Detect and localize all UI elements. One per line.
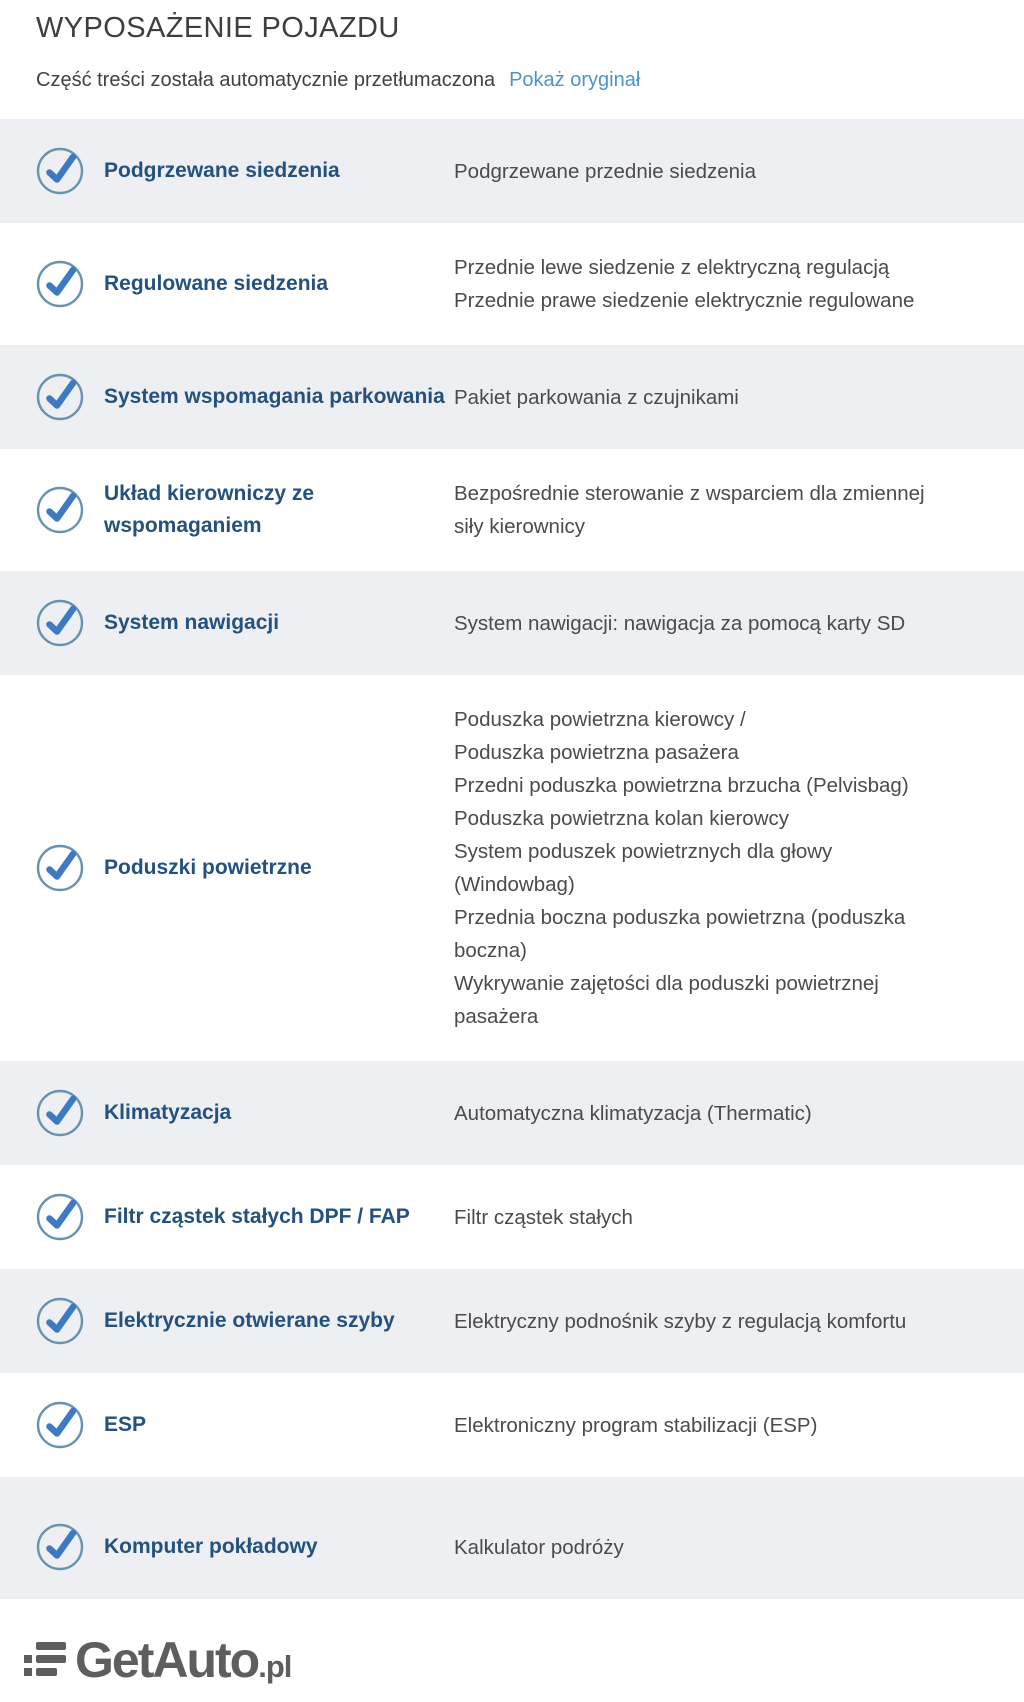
equipment-row: Poduszki powietrzne Poduszka powietrzna …: [0, 675, 1024, 1061]
feature-label: Filtr cząstek stałych DPF / FAP: [104, 1205, 410, 1228]
feature-description-item: Automatyczna klimatyzacja (Thermatic): [454, 1101, 812, 1125]
feature-cell: Klimatyzacja: [0, 1089, 454, 1137]
feature-description: System nawigacji: nawigacja za pomocą ka…: [454, 607, 1024, 640]
feature-description-item: Przednie lewe siedzenie z elektryczną re…: [454, 256, 890, 279]
feature-cell: Elektrycznie otwierane szyby: [0, 1297, 454, 1345]
equipment-row: Elektrycznie otwierane szyby Elektryczny…: [0, 1269, 1024, 1373]
feature-description-item: Kalkulator podróży: [454, 1535, 624, 1559]
feature-description-item: Elektryczny podnośnik szyby z regulacją …: [454, 1309, 907, 1333]
feature-label: Elektrycznie otwierane szyby: [104, 1309, 395, 1332]
check-icon: [36, 1523, 84, 1571]
check-icon: [36, 260, 84, 308]
feature-label: Podgrzewane siedzenia: [104, 159, 340, 182]
feature-description-item: Podgrzewane przednie siedzenia: [454, 159, 757, 183]
feature-cell: System nawigacji: [0, 599, 454, 647]
feature-cell: Układ kierowniczy ze wspomaganiem: [0, 478, 454, 542]
feature-label: Regulowane siedzenia: [104, 272, 329, 295]
translation-notice-bar: Część treści została automatycznie przet…: [36, 69, 988, 92]
list-bars-icon: [24, 1640, 66, 1680]
feature-label: ESP: [104, 1413, 147, 1436]
equipment-row: Układ kierowniczy ze wspomaganiem Bezpoś…: [0, 449, 1024, 571]
page-title: WYPOSAŻENIE POJAZDU: [36, 12, 400, 44]
check-icon: [36, 1297, 84, 1345]
feature-description-item: Wykrywanie zajętości dla poduszki powiet…: [454, 972, 879, 1028]
check-icon: [36, 373, 84, 421]
feature-cell: Filtr cząstek stałych DPF / FAP: [0, 1193, 454, 1241]
equipment-row: ESP Elektroniczny program stabilizacji (…: [0, 1373, 1024, 1477]
feature-label: Poduszki powietrzne: [104, 856, 312, 879]
feature-description: Przednie lewe siedzenie z elektryczną re…: [454, 251, 1024, 317]
feature-description: Pakiet parkowania z czujnikami: [454, 381, 1024, 414]
feature-label: Układ kierowniczy ze wspomaganiem: [104, 482, 315, 537]
feature-description: Poduszka powietrzna kierowcy / Poduszka p…: [454, 703, 1024, 1033]
feature-description: Filtr cząstek stałych: [454, 1201, 1024, 1234]
feature-label: System wspomagania parkowania: [104, 385, 445, 408]
feature-label: Klimatyzacja: [104, 1101, 232, 1124]
feature-label: System nawigacji: [104, 611, 280, 634]
logo-name: GetAuto: [75, 1632, 260, 1688]
getauto-logo: GetAuto.pl: [24, 1635, 292, 1685]
translation-notice: Część treści została automatycznie przet…: [36, 69, 496, 91]
check-icon: [36, 1089, 84, 1137]
feature-cell: ESP: [0, 1401, 454, 1449]
feature-description-item: System poduszek powietrznych dla głowy (…: [454, 840, 833, 896]
check-icon: [36, 147, 84, 195]
feature-description-item: Przednie prawe siedzenie elektrycznie re…: [454, 289, 915, 312]
feature-description: Bezpośrednie sterowanie z wsparciem dla …: [454, 477, 1024, 543]
equipment-row: Komputer pokładowy Kalkulator podróży: [0, 1477, 1024, 1599]
check-icon: [36, 1193, 84, 1241]
equipment-row: Filtr cząstek stałych DPF / FAP Filtr cz…: [0, 1165, 1024, 1269]
feature-description-item: Poduszka powietrzna pasażera: [454, 741, 739, 764]
feature-description-item: System nawigacji: nawigacja za pomocą ka…: [454, 611, 906, 635]
feature-cell: Podgrzewane siedzenia: [0, 147, 454, 195]
feature-description-item: Przedni poduszka powietrzna brzucha (Pel…: [454, 774, 909, 797]
feature-description-item: Przednia boczna poduszka powietrzna (pod…: [454, 906, 906, 962]
feature-description-item: Poduszka powietrzna kolan kierowcy: [454, 807, 789, 830]
equipment-list: Podgrzewane siedzenia Podgrzewane przedn…: [0, 119, 1024, 1599]
equipment-row: Regulowane siedzenia Przednie lewe siedz…: [0, 223, 1024, 345]
section-header: WYPOSAŻENIE POJAZDU Część treści została…: [0, 0, 1024, 119]
feature-description: Podgrzewane przednie siedzenia: [454, 155, 1024, 188]
feature-cell: Komputer pokładowy: [0, 1523, 454, 1571]
feature-description: Elektryczny podnośnik szyby z regulacją …: [454, 1305, 1024, 1338]
feature-description: Kalkulator podróży: [454, 1531, 1024, 1564]
feature-description: Automatyczna klimatyzacja (Thermatic): [454, 1097, 1024, 1130]
equipment-row: Podgrzewane siedzenia Podgrzewane przedn…: [0, 119, 1024, 223]
equipment-row: Klimatyzacja Automatyczna klimatyzacja (…: [0, 1061, 1024, 1165]
show-original-link[interactable]: Pokaż oryginał: [509, 69, 641, 91]
equipment-row: System nawigacji System nawigacji: nawig…: [0, 571, 1024, 675]
logo-tld: .pl: [258, 1649, 292, 1684]
feature-description-item: Elektroniczny program stabilizacji (ESP): [454, 1413, 818, 1437]
feature-cell: System wspomagania parkowania: [0, 373, 454, 421]
check-icon: [36, 844, 84, 892]
equipment-row: System wspomagania parkowania Pakiet par…: [0, 345, 1024, 449]
feature-label: Komputer pokładowy: [104, 1535, 318, 1558]
check-icon: [36, 486, 84, 534]
feature-cell: Poduszki powietrzne: [0, 844, 454, 892]
check-icon: [36, 1401, 84, 1449]
feature-description-item: Filtr cząstek stałych: [454, 1205, 633, 1229]
check-icon: [36, 599, 84, 647]
feature-description: Elektroniczny program stabilizacji (ESP): [454, 1409, 1024, 1442]
feature-cell: Regulowane siedzenia: [0, 260, 454, 308]
feature-description-item: Poduszka powietrzna kierowcy /: [454, 708, 746, 731]
feature-description-item: Pakiet parkowania z czujnikami: [454, 385, 739, 409]
feature-description-item: Bezpośrednie sterowanie z wsparciem dla …: [454, 482, 925, 538]
getauto-logo-text: GetAuto.pl: [75, 1635, 292, 1685]
